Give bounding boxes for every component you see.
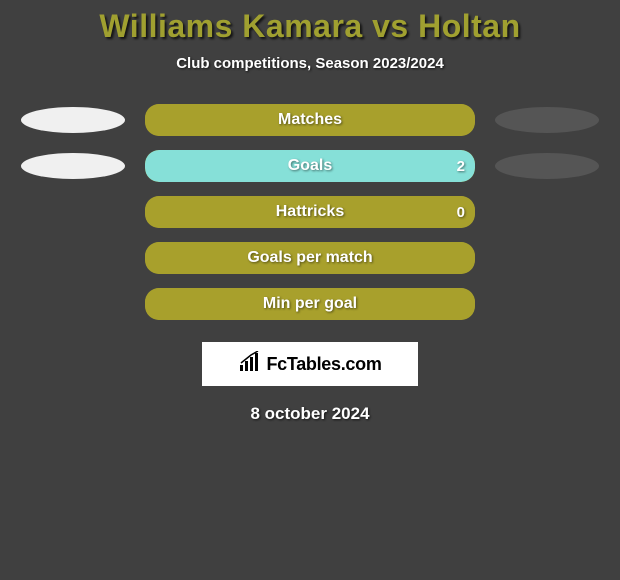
logo-text: FcTables.com bbox=[266, 354, 381, 375]
stat-bar-label: Hattricks bbox=[145, 196, 475, 228]
logo-box[interactable]: FcTables.com bbox=[202, 342, 418, 386]
stat-row: Min per goal bbox=[0, 288, 620, 320]
left-ellipse bbox=[21, 107, 125, 133]
left-ellipse bbox=[21, 153, 125, 179]
stat-bar-value: 0 bbox=[457, 196, 465, 228]
stat-row: Goals2 bbox=[0, 150, 620, 182]
stat-row: Matches bbox=[0, 104, 620, 136]
right-ellipse bbox=[495, 107, 599, 133]
stat-bar-label: Min per goal bbox=[145, 288, 475, 320]
stats-card: Williams Kamara vs Holtan Club competiti… bbox=[0, 0, 620, 424]
stat-bar-label: Goals per match bbox=[145, 242, 475, 274]
page-title: Williams Kamara vs Holtan bbox=[0, 8, 620, 45]
stat-bar-label: Goals bbox=[145, 150, 475, 182]
fctables-logo-icon bbox=[238, 351, 262, 378]
stat-bar: Hattricks0 bbox=[145, 196, 475, 228]
stat-bar: Matches bbox=[145, 104, 475, 136]
stat-bar: Goals2 bbox=[145, 150, 475, 182]
right-ellipse bbox=[495, 153, 599, 179]
stat-rows: Matches Goals2 Hattricks0 Goals per match Mi… bbox=[0, 104, 620, 320]
stat-bar-value: 2 bbox=[457, 150, 465, 182]
stat-bar: Min per goal bbox=[145, 288, 475, 320]
stat-bar-label: Matches bbox=[145, 104, 475, 136]
stat-row: Hattricks0 bbox=[0, 196, 620, 228]
stat-bar: Goals per match bbox=[145, 242, 475, 274]
subtitle: Club competitions, Season 2023/2024 bbox=[0, 55, 620, 72]
date-label: 8 october 2024 bbox=[0, 404, 620, 424]
stat-row: Goals per match bbox=[0, 242, 620, 274]
